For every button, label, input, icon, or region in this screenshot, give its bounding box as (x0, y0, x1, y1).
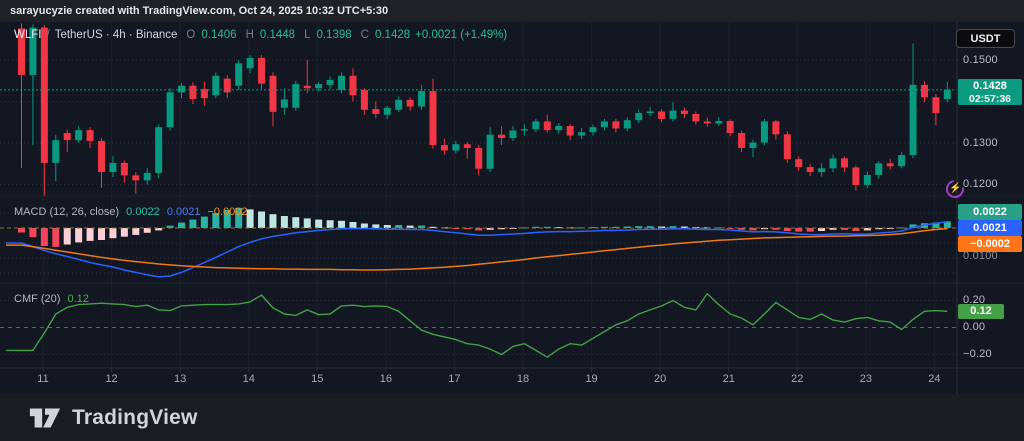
time-axis-label: 22 (791, 373, 804, 385)
macd-legend[interactable]: MACD (12, 26, close) 0.0022 0.0021 −0.00… (14, 206, 248, 218)
cmf-pane (0, 293, 957, 358)
macd-axis-label: 0.0100 (963, 250, 998, 262)
countdown-timer: 02:57:36 (968, 93, 1012, 105)
cmf-axis-label-high: 0.20 (963, 294, 986, 306)
time-axis-label: 19 (585, 373, 598, 385)
last-price-value: 0.1428 (973, 80, 1007, 92)
macd-badge-hist: 0.0022 (958, 204, 1022, 220)
lightning-bolt-glyph: ⚡ (948, 182, 962, 194)
macd-badge-line: 0.0021 (958, 220, 1022, 236)
price-pane (18, 23, 951, 196)
tradingview-logo-icon[interactable] (28, 406, 62, 430)
macd-signal-value: −0.0002 (207, 206, 248, 218)
macd-title: MACD (12, 26, close) (14, 206, 120, 218)
time-axis-label: 15 (311, 373, 324, 385)
cmf-value: 0.12 (67, 293, 89, 305)
time-axis-label: 14 (242, 373, 255, 385)
currency-button[interactable]: USDT (956, 29, 1015, 48)
cmf-legend[interactable]: CMF (20) 0.12 (14, 293, 89, 305)
cmf-badge: 0.12 (958, 304, 1004, 319)
cmf-title: CMF (20) (14, 293, 61, 305)
attribution-bar: sarayucyzie created with TradingView.com… (0, 0, 1024, 22)
cmf-axis-label-zero: 0.00 (963, 321, 986, 333)
footer-bar: TradingView (0, 394, 1024, 441)
attribution-text: sarayucyzie created with TradingView.com… (10, 5, 389, 17)
time-axis[interactable]: 11 12 13 14 15 16 17 18 19 20 21 22 23 24 (0, 368, 957, 394)
price-axis-label-0-1300: 0.1300 (963, 137, 998, 149)
time-axis-label: 13 (174, 373, 187, 385)
macd-pane (0, 207, 957, 278)
time-axis-label: 12 (105, 373, 118, 385)
time-axis-label: 21 (722, 373, 735, 385)
time-axis-label: 23 (859, 373, 872, 385)
time-axis-label: 17 (448, 373, 461, 385)
cmf-axis-label-low: −0.20 (963, 348, 992, 360)
macd-hist-value: 0.0022 (126, 206, 160, 218)
time-axis-label: 16 (379, 373, 392, 385)
time-axis-label: 11 (37, 373, 49, 385)
last-price-badge: 0.1428 02:57:36 (958, 79, 1022, 105)
macd-line-value: 0.0021 (166, 206, 201, 218)
macd-badge-signal: −0.0002 (958, 236, 1022, 252)
price-axis-label-0-1200: 0.1200 (963, 178, 998, 190)
price-axis-label-0-1500: 0.1500 (963, 54, 998, 66)
tradingview-logo-text[interactable]: TradingView (72, 405, 198, 429)
time-axis-label: 24 (928, 373, 941, 385)
time-axis-label: 20 (654, 373, 667, 385)
time-axis-label: 18 (516, 373, 530, 385)
